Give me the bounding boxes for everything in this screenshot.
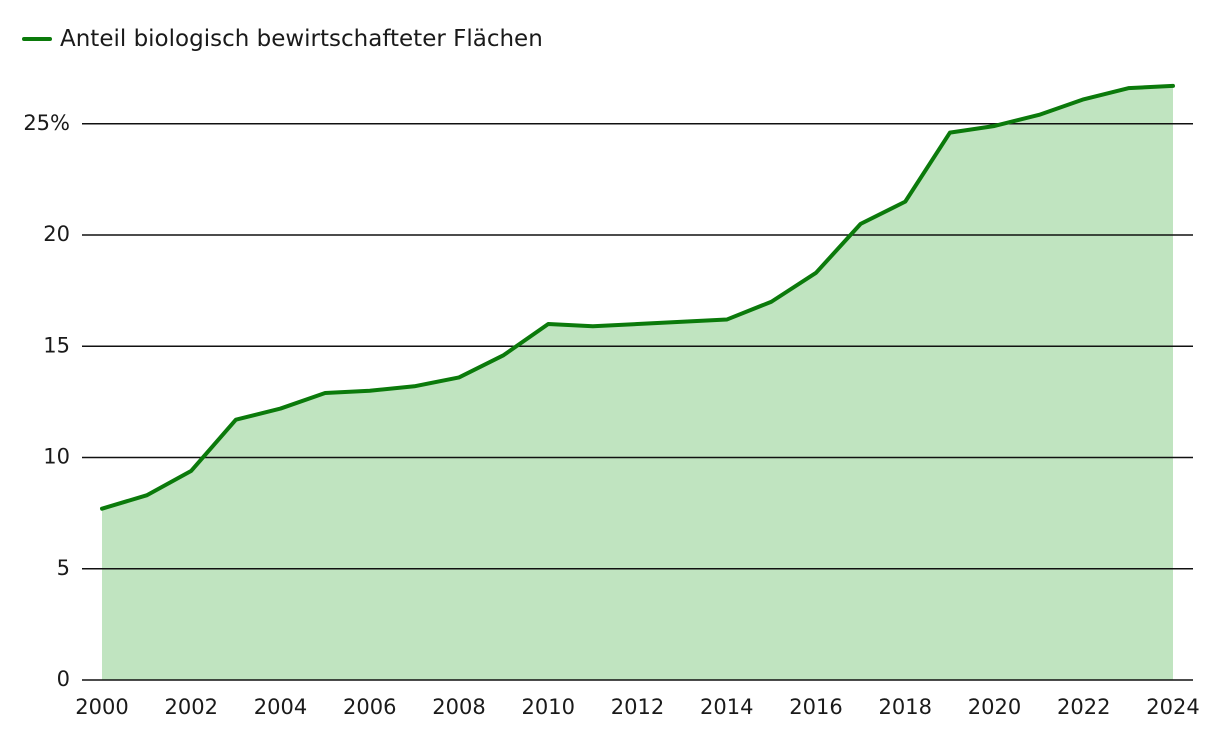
x-tick-label: 2008 xyxy=(432,695,485,719)
y-tick-label: 10 xyxy=(43,445,70,469)
legend: Anteil biologisch bewirtschafteter Fläch… xyxy=(22,24,543,54)
x-tick-label: 2010 xyxy=(522,695,575,719)
y-tick-label: 25% xyxy=(23,111,70,135)
legend-label: Anteil biologisch bewirtschafteter Fläch… xyxy=(60,26,543,52)
x-tick-label: 2024 xyxy=(1146,695,1199,719)
x-tick-label: 2014 xyxy=(700,695,753,719)
legend-swatch xyxy=(22,37,52,41)
x-tick-label: 2018 xyxy=(879,695,932,719)
y-tick-label: 20 xyxy=(43,222,70,246)
series-line xyxy=(100,83,1175,511)
x-tick-label: 2020 xyxy=(968,695,1021,719)
x-tick-label: 2000 xyxy=(75,695,128,719)
y-tick-label: 5 xyxy=(57,556,70,580)
x-tick-label: 2002 xyxy=(165,695,218,719)
y-tick-label: 0 xyxy=(57,667,70,691)
y-tick-label: 15 xyxy=(43,333,70,357)
x-tick-label: 2012 xyxy=(611,695,664,719)
area-fill xyxy=(102,85,1173,681)
x-tick-label: 2004 xyxy=(254,695,307,719)
x-tick-label: 2006 xyxy=(343,695,396,719)
x-tick-label: 2016 xyxy=(789,695,842,719)
x-tick-label: 2022 xyxy=(1057,695,1110,719)
